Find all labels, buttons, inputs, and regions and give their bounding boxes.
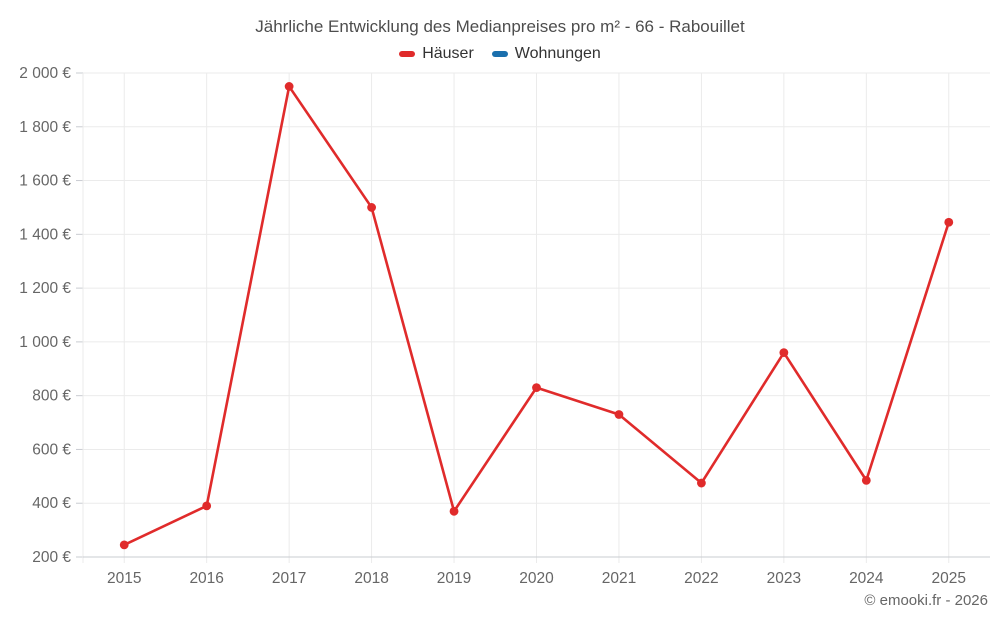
data-point-häuser-2017[interactable] xyxy=(284,82,294,91)
data-point-häuser-2018[interactable] xyxy=(367,203,376,212)
y-axis-tick-label: 1 200 € xyxy=(19,280,71,297)
y-axis-tick-label: 800 € xyxy=(32,388,71,405)
y-axis-tick-label: 1 400 € xyxy=(19,226,71,243)
x-axis-tick-label: 2018 xyxy=(354,570,388,587)
data-point-häuser-2016[interactable] xyxy=(202,501,212,511)
y-axis-tick-label: 1 000 € xyxy=(19,334,71,351)
y-axis-tick-label: 1 800 € xyxy=(19,119,71,136)
data-point-häuser-2025[interactable] xyxy=(944,217,954,227)
x-axis-tick-label: 2019 xyxy=(437,570,471,587)
legend-item-hauser[interactable]: Häuser xyxy=(399,45,474,63)
data-point-häuser-2019[interactable] xyxy=(449,506,459,516)
legend-label-hauser: Häuser xyxy=(422,45,474,62)
y-axis-tick-label: 200 € xyxy=(32,549,71,566)
chart-title: Jährliche Entwicklung des Medianpreises … xyxy=(255,17,745,36)
y-axis-tick-label: 600 € xyxy=(32,441,71,458)
x-axis-tick-label: 2016 xyxy=(189,570,223,587)
x-axis-tick-label: 2025 xyxy=(932,570,966,587)
y-axis-tick-label: 2 000 € xyxy=(19,65,71,82)
x-axis-tick-label: 2020 xyxy=(519,570,554,587)
data-point-häuser-2023[interactable] xyxy=(779,348,789,358)
data-point-häuser-2022[interactable] xyxy=(697,478,706,488)
x-axis-tick-label: 2023 xyxy=(767,570,801,587)
chart-legend: Häuser Wohnungen xyxy=(0,45,1000,63)
data-point-häuser-2015[interactable] xyxy=(119,540,129,550)
hauser-series-swatch-icon xyxy=(399,51,416,57)
y-axis-tick-label: 400 € xyxy=(32,495,71,512)
data-point-häuser-2020[interactable] xyxy=(532,383,541,392)
copyright-footer: © emooki.fr - 2026 xyxy=(864,592,988,609)
legend-item-wohnungen[interactable]: Wohnungen xyxy=(491,45,601,63)
wohnungen-series-swatch-icon xyxy=(491,51,508,57)
legend-label-wohnungen: Wohnungen xyxy=(514,45,601,62)
x-axis-tick-label: 2022 xyxy=(684,570,718,587)
x-axis-tick-label: 2024 xyxy=(849,570,884,587)
data-point-häuser-2021[interactable] xyxy=(614,410,624,419)
y-axis-tick-label: 1 600 € xyxy=(19,173,71,190)
x-axis-tick-label: 2017 xyxy=(272,570,306,587)
x-axis-tick-label: 2015 xyxy=(107,570,141,587)
x-axis-tick-label: 2021 xyxy=(602,570,636,587)
data-point-häuser-2024[interactable] xyxy=(861,475,871,485)
